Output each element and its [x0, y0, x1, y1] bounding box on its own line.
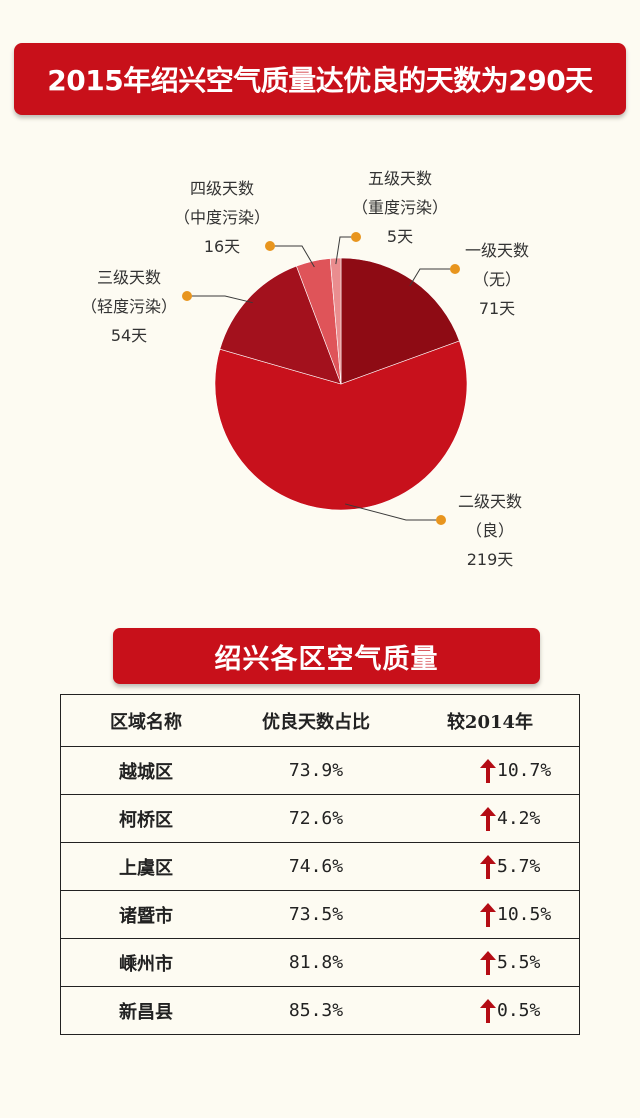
slice-name-label: 三级天数	[97, 268, 161, 287]
ratio-cell: 81.8%	[288, 952, 344, 973]
slice-name-label: 一级天数	[465, 241, 529, 260]
ratio-cell: 74.6%	[288, 856, 344, 877]
change-value: 5.7%	[497, 856, 541, 877]
pie-slice-2	[214, 340, 468, 511]
label-dot-1	[450, 264, 460, 274]
table-header-row: 区域名称 优良天数占比 较2014年	[61, 695, 579, 746]
table-row: 柯桥区 72.6% 4.2%	[61, 794, 579, 842]
change-cell: 10.5%	[401, 902, 579, 927]
slice-name-label: 五级天数	[368, 169, 432, 188]
label-dot-2	[436, 515, 446, 525]
slice-note-label: （良）	[466, 521, 514, 540]
leader-line-2	[345, 503, 441, 521]
ratio-cell: 85.3%	[288, 1000, 344, 1021]
section-banner: 绍兴各区空气质量	[113, 628, 540, 684]
region-cell: 越城区	[119, 761, 173, 783]
table-row: 新昌县 85.3% 0.5%	[61, 986, 579, 1034]
up-arrow-icon	[480, 950, 496, 975]
page-title: 2015年绍兴空气质量达优良的天数为290天	[47, 64, 593, 97]
table-row: 上虞区 74.6% 5.7%	[61, 842, 579, 890]
slice-note-label: （重度污染）	[352, 198, 448, 217]
table-row: 越城区 73.9% 10.7%	[61, 746, 579, 794]
slice-note-label: （轻度污染）	[81, 297, 177, 316]
change-cell: 0.5%	[401, 998, 579, 1023]
label-dot-3	[182, 291, 192, 301]
ratio-cell: 73.5%	[288, 904, 344, 925]
header-change: 较2014年	[446, 711, 534, 733]
leader-line-5	[335, 236, 356, 265]
slice-value-label: 54天	[111, 326, 147, 345]
leader-line-4	[270, 245, 315, 268]
slice-value-label: 71天	[479, 299, 515, 318]
change-value: 10.7%	[497, 760, 552, 781]
ratio-cell: 73.9%	[288, 760, 344, 781]
region-cell: 柯桥区	[119, 809, 173, 831]
slice-name-label: 二级天数	[458, 492, 522, 511]
up-arrow-icon	[480, 806, 496, 831]
change-value: 4.2%	[497, 808, 541, 829]
slice-value-label: 5天	[387, 227, 413, 246]
slice-value-label: 16天	[204, 237, 240, 256]
change-cell: 5.5%	[401, 950, 579, 975]
ratio-cell: 72.6%	[288, 808, 344, 829]
up-arrow-icon	[480, 998, 496, 1023]
change-cell: 4.2%	[401, 806, 579, 831]
title-banner: 2015年绍兴空气质量达优良的天数为290天	[14, 43, 626, 115]
label-dot-4	[265, 241, 275, 251]
region-cell: 上虞区	[119, 857, 173, 879]
header-region: 区域名称	[110, 711, 182, 733]
region-cell: 新昌县	[119, 1001, 173, 1023]
region-cell: 诸暨市	[119, 905, 173, 927]
slice-name-label: 四级天数	[190, 179, 254, 198]
pie-slice-5	[329, 257, 342, 385]
pie-slice-3	[219, 265, 342, 385]
district-table: 区域名称 优良天数占比 较2014年 越城区 73.9% 10.7% 柯桥区 7…	[60, 694, 580, 1035]
section-title: 绍兴各区空气质量	[214, 643, 439, 675]
region-cell: 嵊州市	[119, 953, 173, 975]
slice-note-label: （中度污染）	[174, 208, 270, 227]
label-dot-5	[351, 232, 361, 242]
change-value: 0.5%	[497, 1000, 541, 1021]
header-ratio: 优良天数占比	[262, 711, 370, 733]
leader-line-3	[187, 295, 253, 304]
change-cell: 5.7%	[401, 854, 579, 879]
table-row: 嵊州市 81.8% 5.5%	[61, 938, 579, 986]
table-row: 诸暨市 73.5% 10.5%	[61, 890, 579, 938]
up-arrow-icon	[480, 854, 496, 879]
change-value: 5.5%	[497, 952, 541, 973]
up-arrow-icon	[480, 902, 496, 927]
slice-note-label: （无）	[473, 270, 521, 289]
slice-value-label: 219天	[467, 550, 514, 569]
leader-line-1	[409, 268, 455, 286]
change-cell: 10.7%	[401, 758, 579, 783]
change-value: 10.5%	[497, 904, 552, 925]
up-arrow-icon	[480, 758, 496, 783]
